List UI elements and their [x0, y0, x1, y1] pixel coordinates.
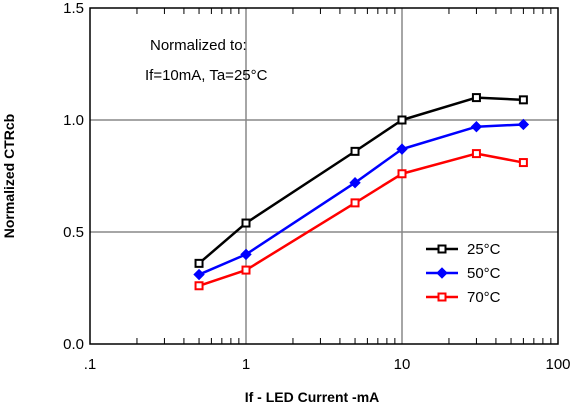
- annotation-line-2: If=10mA, Ta=25°C: [145, 67, 268, 84]
- series-1: [193, 118, 530, 281]
- y-tick-label: 0.5: [63, 224, 84, 241]
- data-point: [350, 146, 360, 156]
- legend-marker: [437, 244, 447, 254]
- series-2: [194, 149, 528, 291]
- series-0: [194, 93, 528, 268]
- legend-item: 50°C: [426, 265, 501, 282]
- data-point: [240, 248, 252, 261]
- data-point: [518, 158, 528, 168]
- legend-item: 70°C: [426, 289, 501, 306]
- x-axis-title: If - LED Current -mA: [245, 389, 380, 405]
- data-point: [194, 258, 204, 268]
- y-tick-label: 0.0: [63, 336, 84, 353]
- data-point: [350, 198, 360, 208]
- x-tick-label: 100: [545, 356, 570, 373]
- legend-marker: [437, 292, 447, 302]
- data-point: [471, 93, 481, 103]
- data-point: [349, 177, 361, 189]
- data-point: [241, 265, 251, 275]
- data-point: [396, 143, 408, 155]
- x-axis-ticks: .1 1 10 100: [84, 8, 571, 373]
- legend-label: 50°C: [467, 265, 501, 282]
- data-point: [397, 169, 407, 179]
- plot-background: [90, 8, 558, 344]
- x-tick-label: .1: [84, 356, 97, 373]
- y-tick-label: 1.0: [63, 112, 84, 129]
- data-point: [193, 268, 205, 281]
- data-point: [194, 281, 204, 291]
- x-tick-label: 1: [242, 356, 250, 373]
- data-point: [397, 115, 407, 125]
- data-point: [241, 218, 251, 228]
- data-point: [517, 118, 530, 131]
- legend-item: 25°C: [426, 241, 501, 258]
- y-axis-ticks: 0.0 0.5 1.0 1.5: [63, 0, 84, 353]
- annotation-line-1: Normalized to:: [150, 37, 247, 54]
- series-line: [198, 96, 524, 265]
- legend-label: 25°C: [467, 241, 501, 258]
- series-line: [198, 123, 524, 276]
- plot-frame: [89, 7, 559, 345]
- data-point: [470, 121, 483, 133]
- data-point: [471, 149, 481, 159]
- y-tick-label: 1.5: [63, 0, 84, 17]
- y-axis-title: Normalized CTRcb: [1, 114, 17, 238]
- series-layer: [193, 93, 530, 291]
- x-tick-label: 10: [394, 356, 411, 373]
- series-line: [198, 152, 524, 287]
- legend: 25°C 50°C 70°C: [426, 241, 501, 306]
- data-point: [518, 95, 528, 105]
- legend-label: 70°C: [467, 289, 501, 306]
- legend-marker: [436, 267, 448, 279]
